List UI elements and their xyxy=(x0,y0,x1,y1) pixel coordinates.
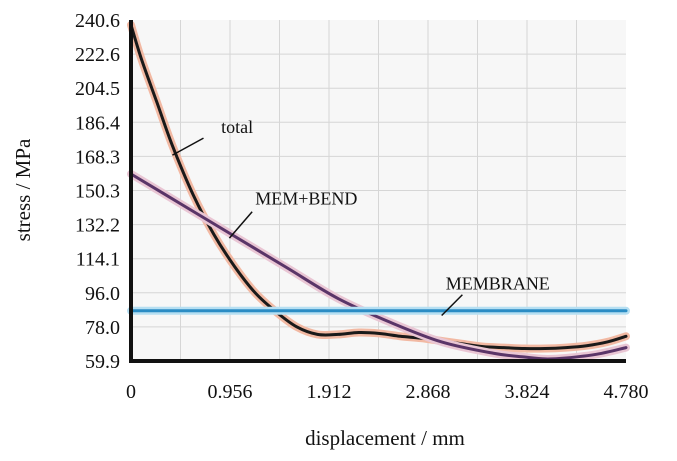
leader-line-mem-bend xyxy=(228,211,253,239)
axes xyxy=(129,20,626,363)
x-tick-label: 1.912 xyxy=(307,381,352,403)
series-line-mem-bend xyxy=(129,172,628,361)
y-tick-label: 240.6 xyxy=(75,10,120,32)
y-tick-label: 168.3 xyxy=(75,146,120,168)
y-tick-labels: 240.6 222.6 204.5 186.4 168.3 150.3 132.2 114.1… xyxy=(75,10,120,373)
annotation-mem-bend: MEM+BEND xyxy=(255,189,357,209)
y-tick-label: 59.9 xyxy=(85,351,120,373)
y-tick-label: 186.4 xyxy=(75,112,120,134)
y-tick-label: 132.2 xyxy=(75,215,120,237)
x-tick-label: 4.780 xyxy=(604,381,649,403)
gridlines xyxy=(131,20,626,361)
y-tick-label: 78.0 xyxy=(85,317,120,339)
annotations: total MEM+BEND MEMBRANE xyxy=(172,117,550,317)
y-tick-label: 204.5 xyxy=(75,78,120,100)
leader-line-membrane xyxy=(441,294,463,317)
x-tick-labels: 0 0.956 1.912 2.868 3.824 4.780 xyxy=(126,381,649,403)
leader-line-total xyxy=(172,137,204,156)
y-tick-label: 222.6 xyxy=(75,44,120,66)
y-axis-title: stress / MPa xyxy=(11,138,35,241)
y-tick-label: 150.3 xyxy=(75,181,120,203)
x-tick-label: 0.956 xyxy=(208,381,253,403)
y-tick-label: 96.0 xyxy=(85,283,120,305)
annotation-total: total xyxy=(221,117,253,137)
x-tick-label: 3.824 xyxy=(505,381,550,403)
x-tick-label: 0 xyxy=(126,381,136,403)
x-axis-title: displacement / mm xyxy=(305,426,465,450)
y-tick-label: 114.1 xyxy=(76,249,120,271)
annotation-membrane: MEMBRANE xyxy=(446,273,550,293)
series-line-total xyxy=(129,23,628,351)
x-tick-label: 2.868 xyxy=(406,381,451,403)
series-layer xyxy=(127,20,630,363)
